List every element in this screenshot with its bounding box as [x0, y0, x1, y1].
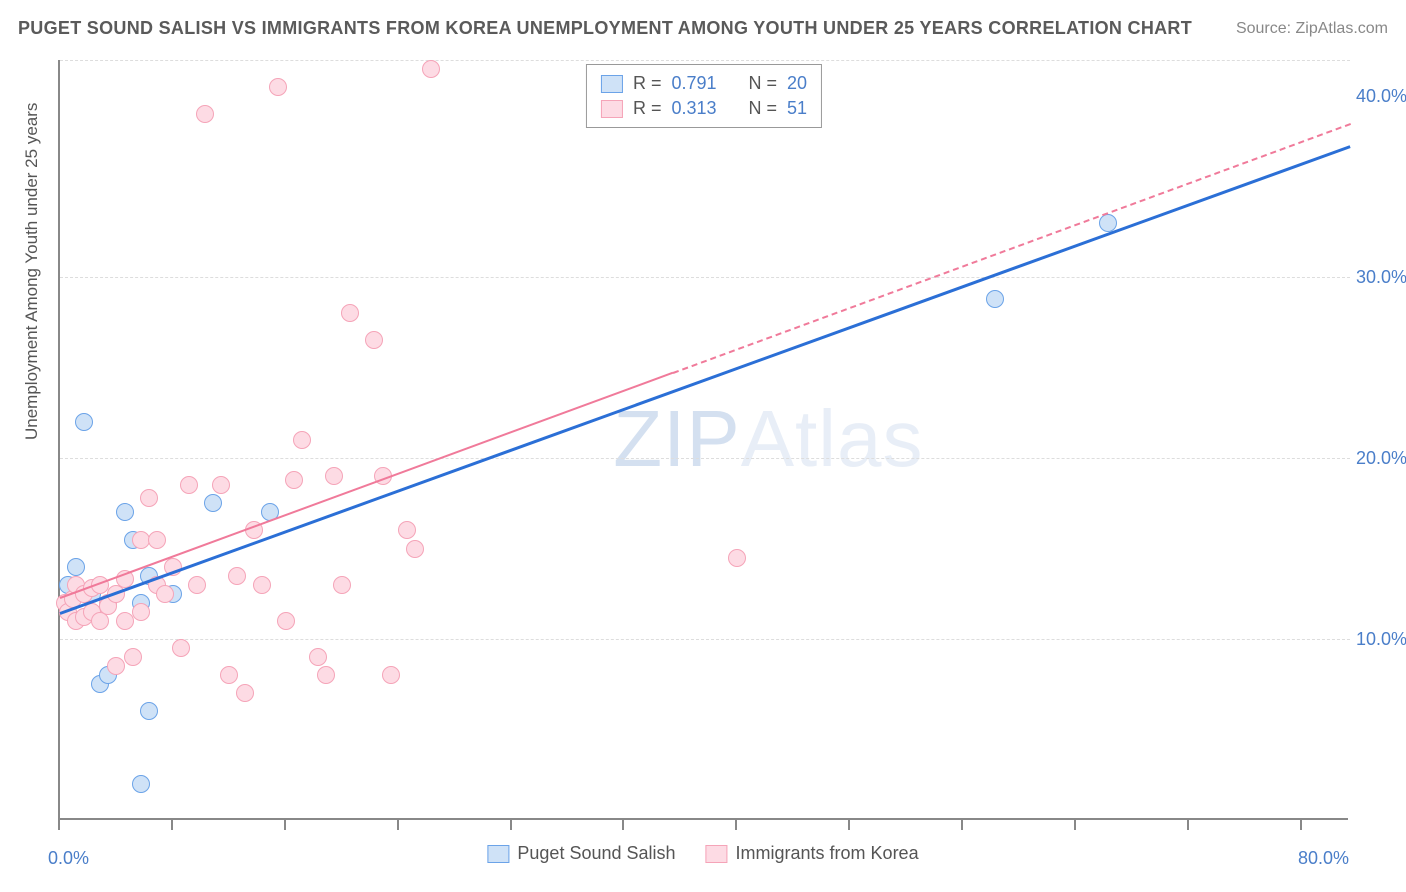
scatter-point: [212, 476, 230, 494]
legend-r-value: 0.313: [671, 98, 716, 119]
scatter-point: [728, 549, 746, 567]
trend-line: [59, 145, 1350, 615]
gridline: [60, 458, 1350, 459]
legend-swatch: [601, 100, 623, 118]
legend-series: Puget Sound Salish Immigrants from Korea: [487, 843, 918, 864]
scatter-point: [196, 105, 214, 123]
x-axis-label: 80.0%: [1298, 848, 1349, 869]
legend-swatch: [487, 845, 509, 863]
scatter-point: [220, 666, 238, 684]
chart-title: PUGET SOUND SALISH VS IMMIGRANTS FROM KO…: [18, 18, 1192, 39]
y-axis-label: 20.0%: [1356, 448, 1406, 469]
legend-series-item: Puget Sound Salish: [487, 843, 675, 864]
scatter-point: [75, 413, 93, 431]
legend-stats: R = 0.791 N = 20 R = 0.313 N = 51: [586, 64, 822, 128]
legend-series-label: Puget Sound Salish: [517, 843, 675, 864]
scatter-point: [132, 775, 150, 793]
scatter-point: [269, 78, 287, 96]
header: PUGET SOUND SALISH VS IMMIGRANTS FROM KO…: [18, 18, 1388, 39]
source-label: Source: ZipAtlas.com: [1236, 20, 1388, 38]
scatter-point: [317, 666, 335, 684]
legend-r-label: R =: [633, 73, 662, 94]
scatter-point: [382, 666, 400, 684]
legend-stat-row: R = 0.791 N = 20: [601, 71, 807, 96]
scatter-point: [107, 657, 125, 675]
legend-n-label: N =: [749, 98, 778, 119]
gridline: [60, 639, 1350, 640]
scatter-point: [124, 648, 142, 666]
legend-series-item: Immigrants from Korea: [706, 843, 919, 864]
legend-stat-row: R = 0.313 N = 51: [601, 96, 807, 121]
scatter-point: [309, 648, 327, 666]
scatter-point: [325, 467, 343, 485]
y-axis-label: 30.0%: [1356, 267, 1406, 288]
scatter-point: [333, 576, 351, 594]
y-axis-label: 10.0%: [1356, 629, 1406, 650]
legend-r-label: R =: [633, 98, 662, 119]
chart-area: ZIPAtlas R =0.791N =20R =0.313N =51 0.0%…: [58, 60, 1348, 820]
x-tick: [848, 820, 850, 830]
x-tick: [735, 820, 737, 830]
x-tick: [397, 820, 399, 830]
x-tick: [1300, 820, 1302, 830]
scatter-point: [116, 503, 134, 521]
scatter-point: [277, 612, 295, 630]
scatter-point: [172, 639, 190, 657]
scatter-point: [293, 431, 311, 449]
watermark: ZIPAtlas: [613, 393, 923, 485]
scatter-point: [180, 476, 198, 494]
scatter-point: [132, 603, 150, 621]
legend-swatch: [601, 75, 623, 93]
y-axis-title: Unemployment Among Youth under 25 years: [22, 103, 42, 440]
scatter-point: [253, 576, 271, 594]
scatter-point: [140, 702, 158, 720]
scatter-point: [236, 684, 254, 702]
legend-n-value: 20: [787, 73, 807, 94]
trend-line: [60, 372, 673, 599]
gridline: [60, 277, 1350, 278]
plot-area: ZIPAtlas R = 0.791 N = 20 R = 0.313 N = 51: [58, 60, 1348, 820]
y-axis-label: 40.0%: [1356, 86, 1406, 107]
scatter-point: [285, 471, 303, 489]
x-tick: [510, 820, 512, 830]
scatter-point: [188, 576, 206, 594]
legend-r-value: 0.791: [671, 73, 716, 94]
scatter-point: [156, 585, 174, 603]
x-axis-label: 0.0%: [48, 848, 89, 869]
scatter-point: [148, 531, 166, 549]
scatter-point: [365, 331, 383, 349]
scatter-point: [341, 304, 359, 322]
x-tick: [58, 820, 60, 830]
x-tick: [622, 820, 624, 830]
scatter-point: [422, 60, 440, 78]
legend-series-label: Immigrants from Korea: [736, 843, 919, 864]
scatter-point: [406, 540, 424, 558]
scatter-point: [228, 567, 246, 585]
gridline: [60, 60, 1350, 61]
scatter-point: [204, 494, 222, 512]
legend-swatch: [706, 845, 728, 863]
x-tick: [961, 820, 963, 830]
scatter-point: [116, 612, 134, 630]
legend-n-value: 51: [787, 98, 807, 119]
x-tick: [1074, 820, 1076, 830]
legend-n-label: N =: [749, 73, 778, 94]
scatter-point: [986, 290, 1004, 308]
scatter-point: [140, 489, 158, 507]
x-tick: [171, 820, 173, 830]
scatter-point: [398, 521, 416, 539]
trend-line-dashed: [672, 123, 1350, 374]
x-tick: [284, 820, 286, 830]
x-tick: [1187, 820, 1189, 830]
scatter-point: [67, 558, 85, 576]
